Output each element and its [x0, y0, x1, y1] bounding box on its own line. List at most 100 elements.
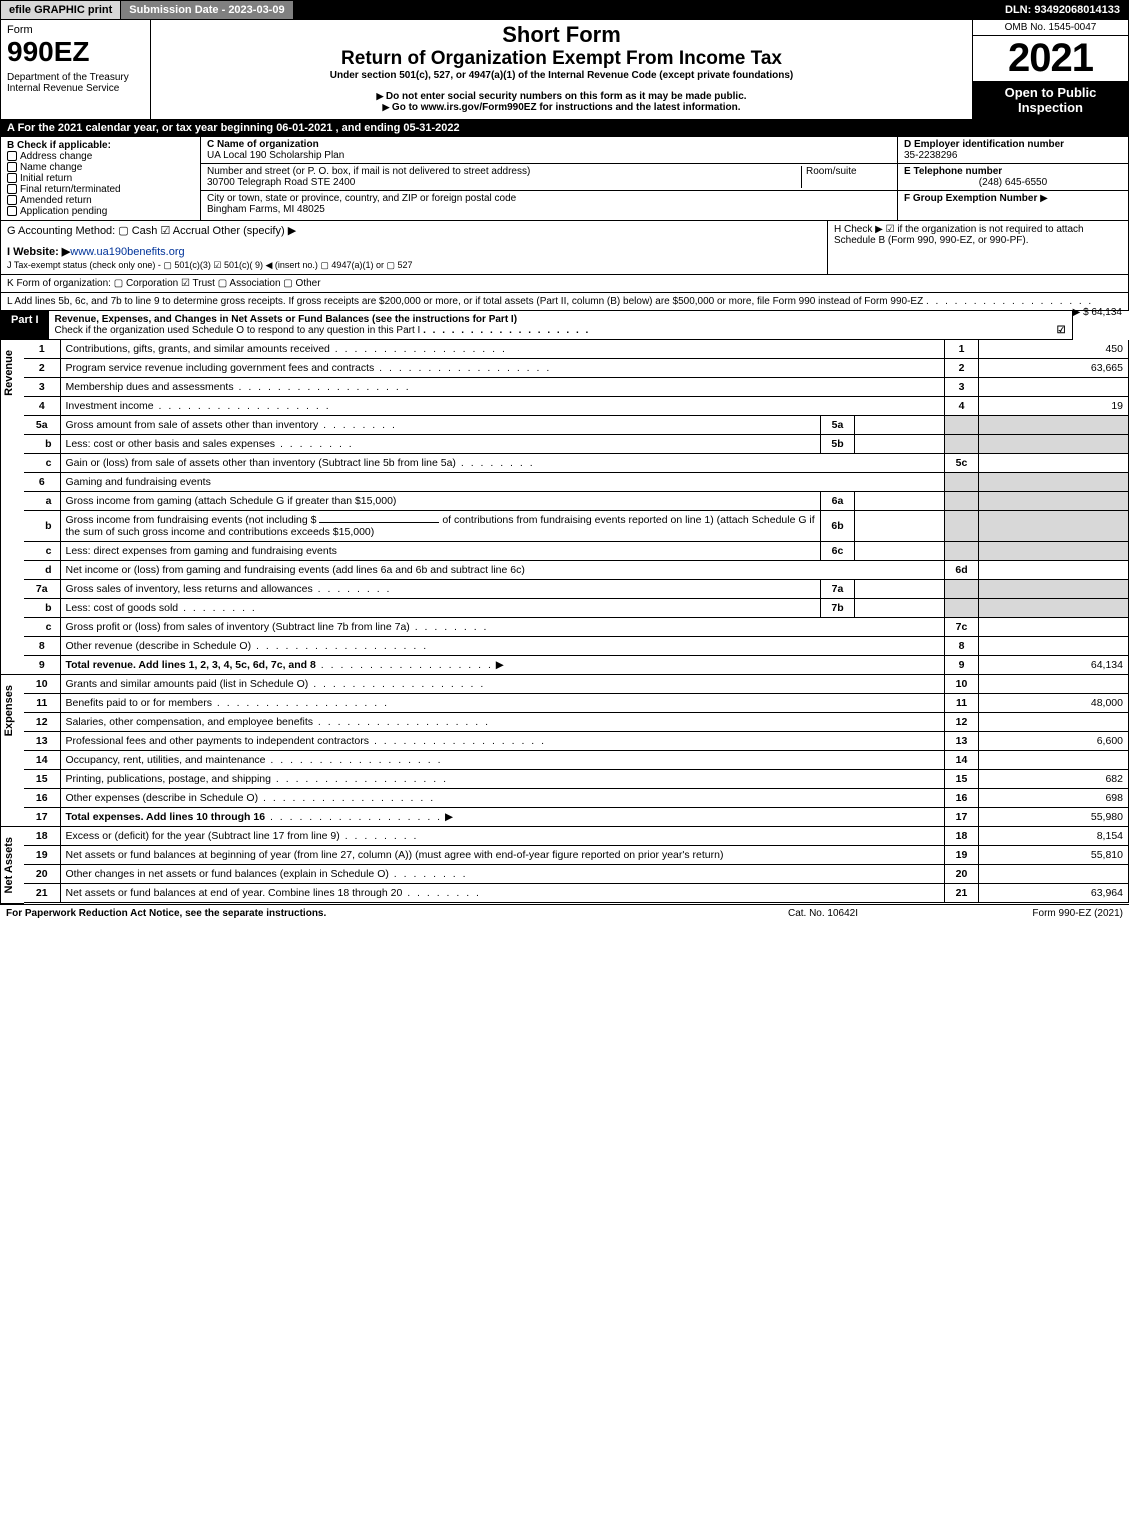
opt-pending: Application pending — [20, 206, 107, 217]
l-amount: ▶ $ 64,134 — [1073, 307, 1122, 318]
opt-amended: Amended return — [20, 195, 92, 206]
omb-number: OMB No. 1545-0047 — [973, 20, 1128, 36]
line-18: 18Excess or (deficit) for the year (Subt… — [24, 827, 1129, 846]
line-1: 1Contributions, gifts, grants, and simil… — [24, 340, 1129, 359]
line-16: 16Other expenses (describe in Schedule O… — [24, 789, 1129, 808]
section-c: C Name of organization UA Local 190 Scho… — [201, 137, 898, 220]
line-5a: 5aGross amount from sale of assets other… — [24, 416, 1129, 435]
short-form-title: Short Form — [157, 22, 966, 48]
line-14: 14Occupancy, rent, utilities, and mainte… — [24, 751, 1129, 770]
line-6: 6Gaming and fundraising events — [24, 473, 1129, 492]
line-7b: bLess: cost of goods sold7b — [24, 599, 1129, 618]
line-12: 12Salaries, other compensation, and empl… — [24, 713, 1129, 732]
netassets-table: 18Excess or (deficit) for the year (Subt… — [24, 827, 1129, 903]
part1-check: Check if the organization used Schedule … — [55, 325, 421, 336]
phone-value: (248) 645-6550 — [904, 177, 1122, 188]
netassets-section: Net Assets 18Excess or (deficit) for the… — [0, 827, 1129, 904]
checkbox-pending[interactable] — [7, 206, 17, 216]
line-k: K Form of organization: ▢ Corporation ☑ … — [0, 275, 1129, 293]
tax-year: 2021 — [973, 36, 1128, 81]
d-label: D Employer identification number — [904, 139, 1122, 150]
line-11: 11Benefits paid to or for members1148,00… — [24, 694, 1129, 713]
line-l: L Add lines 5b, 6c, and 7b to line 9 to … — [0, 293, 1129, 311]
section-b: B Check if applicable: Address change Na… — [1, 137, 201, 220]
dln-number: DLN: 93492068014133 — [997, 1, 1128, 19]
b-label: B Check if applicable: — [7, 140, 194, 151]
header-left: Form 990EZ Department of the Treasury In… — [1, 20, 151, 119]
checkbox-name-change[interactable] — [7, 162, 17, 172]
return-title: Return of Organization Exempt From Incom… — [157, 48, 966, 70]
line-19: 19Net assets or fund balances at beginni… — [24, 846, 1129, 865]
revenue-side-label: Revenue — [0, 340, 24, 675]
street-label: Number and street (or P. O. box, if mail… — [207, 166, 530, 177]
f-label: F Group Exemption Number — [904, 193, 1037, 204]
section-def: D Employer identification number 35-2238… — [898, 137, 1128, 220]
org-name: UA Local 190 Scholarship Plan — [207, 150, 891, 161]
dept-treasury: Department of the Treasury — [7, 72, 144, 83]
expenses-table: 10Grants and similar amounts paid (list … — [24, 675, 1129, 827]
checkbox-final[interactable] — [7, 184, 17, 194]
submission-date: Submission Date - 2023-03-09 — [121, 1, 293, 19]
line-8: 8Other revenue (describe in Schedule O)8 — [24, 637, 1129, 656]
under-section: Under section 501(c), 527, or 4947(a)(1)… — [157, 70, 966, 81]
city-state-zip: Bingham Farms, MI 48025 — [207, 204, 891, 215]
l-dots — [926, 296, 1093, 307]
form-header: Form 990EZ Department of the Treasury In… — [0, 20, 1129, 120]
city-label: City or town, state or province, country… — [207, 193, 891, 204]
checkbox-initial[interactable] — [7, 173, 17, 183]
line-6b: bGross income from fundraising events (n… — [24, 511, 1129, 542]
checkbox-amended[interactable] — [7, 195, 17, 205]
line-17: 17Total expenses. Add lines 10 through 1… — [24, 808, 1129, 827]
line-7c: cGross profit or (loss) from sales of in… — [24, 618, 1129, 637]
cat-number: Cat. No. 10642I — [723, 908, 923, 919]
line-g: G Accounting Method: ▢ Cash ☑ Accrual Ot… — [7, 224, 821, 237]
opt-final: Final return/terminated — [20, 184, 121, 195]
open-inspection: Open to Public Inspection — [973, 81, 1128, 119]
header-right: OMB No. 1545-0047 2021 Open to Public In… — [973, 20, 1128, 119]
line-j: J Tax-exempt status (check only one) - ▢… — [7, 260, 821, 271]
line-6a: aGross income from gaming (attach Schedu… — [24, 492, 1129, 511]
checkbox-address-change[interactable] — [7, 151, 17, 161]
c-name-label: C Name of organization — [207, 139, 891, 150]
website-link[interactable]: www.ua190benefits.org — [70, 246, 184, 258]
goto-link[interactable]: Go to www.irs.gov/Form990EZ for instruct… — [157, 102, 966, 113]
line-10: 10Grants and similar amounts paid (list … — [24, 675, 1129, 694]
line-6c: cLess: direct expenses from gaming and f… — [24, 542, 1129, 561]
line-21: 21Net assets or fund balances at end of … — [24, 884, 1129, 903]
ssn-note: Do not enter social security numbers on … — [157, 91, 966, 102]
line-2: 2Program service revenue including gover… — [24, 359, 1129, 378]
opt-name: Name change — [20, 162, 82, 173]
line-5b: bLess: cost or other basis and sales exp… — [24, 435, 1129, 454]
expenses-section: Expenses 10Grants and similar amounts pa… — [0, 675, 1129, 827]
expenses-side-label: Expenses — [0, 675, 24, 827]
part1-header: Part I Revenue, Expenses, and Changes in… — [0, 311, 1073, 340]
line-3: 3Membership dues and assessments3 — [24, 378, 1129, 397]
pra-notice: For Paperwork Reduction Act Notice, see … — [6, 908, 723, 919]
page-footer: For Paperwork Reduction Act Notice, see … — [0, 904, 1129, 922]
line-a: A For the 2021 calendar year, or tax yea… — [0, 120, 1129, 137]
line-20: 20Other changes in net assets or fund ba… — [24, 865, 1129, 884]
part1-title-text: Revenue, Expenses, and Changes in Net As… — [55, 314, 518, 325]
form-ref: Form 990-EZ (2021) — [923, 908, 1123, 919]
opt-address: Address change — [20, 151, 92, 162]
irs-label: Internal Revenue Service — [7, 83, 144, 94]
netassets-side-label: Net Assets — [0, 827, 24, 904]
efile-print-button[interactable]: efile GRAPHIC print — [1, 1, 121, 19]
i-label: I Website: ▶ — [7, 246, 70, 258]
line-13: 13Professional fees and other payments t… — [24, 732, 1129, 751]
topbar-spacer — [294, 1, 997, 19]
room-suite-label: Room/suite — [801, 166, 891, 188]
part1-dots — [423, 325, 590, 336]
line-7a: 7aGross sales of inventory, less returns… — [24, 580, 1129, 599]
part1-tab: Part I — [1, 311, 49, 339]
form-number: 990EZ — [7, 36, 144, 68]
line-6d: dNet income or (loss) from gaming and fu… — [24, 561, 1129, 580]
opt-initial: Initial return — [20, 173, 72, 184]
line-h: H Check ▶ ☑ if the organization is not r… — [828, 221, 1128, 274]
l-text: L Add lines 5b, 6c, and 7b to line 9 to … — [7, 296, 923, 307]
line-4: 4Investment income419 — [24, 397, 1129, 416]
row-gh: G Accounting Method: ▢ Cash ☑ Accrual Ot… — [0, 221, 1129, 275]
top-bar: efile GRAPHIC print Submission Date - 20… — [0, 0, 1129, 20]
org-info-grid: B Check if applicable: Address change Na… — [0, 137, 1129, 221]
line-15: 15Printing, publications, postage, and s… — [24, 770, 1129, 789]
